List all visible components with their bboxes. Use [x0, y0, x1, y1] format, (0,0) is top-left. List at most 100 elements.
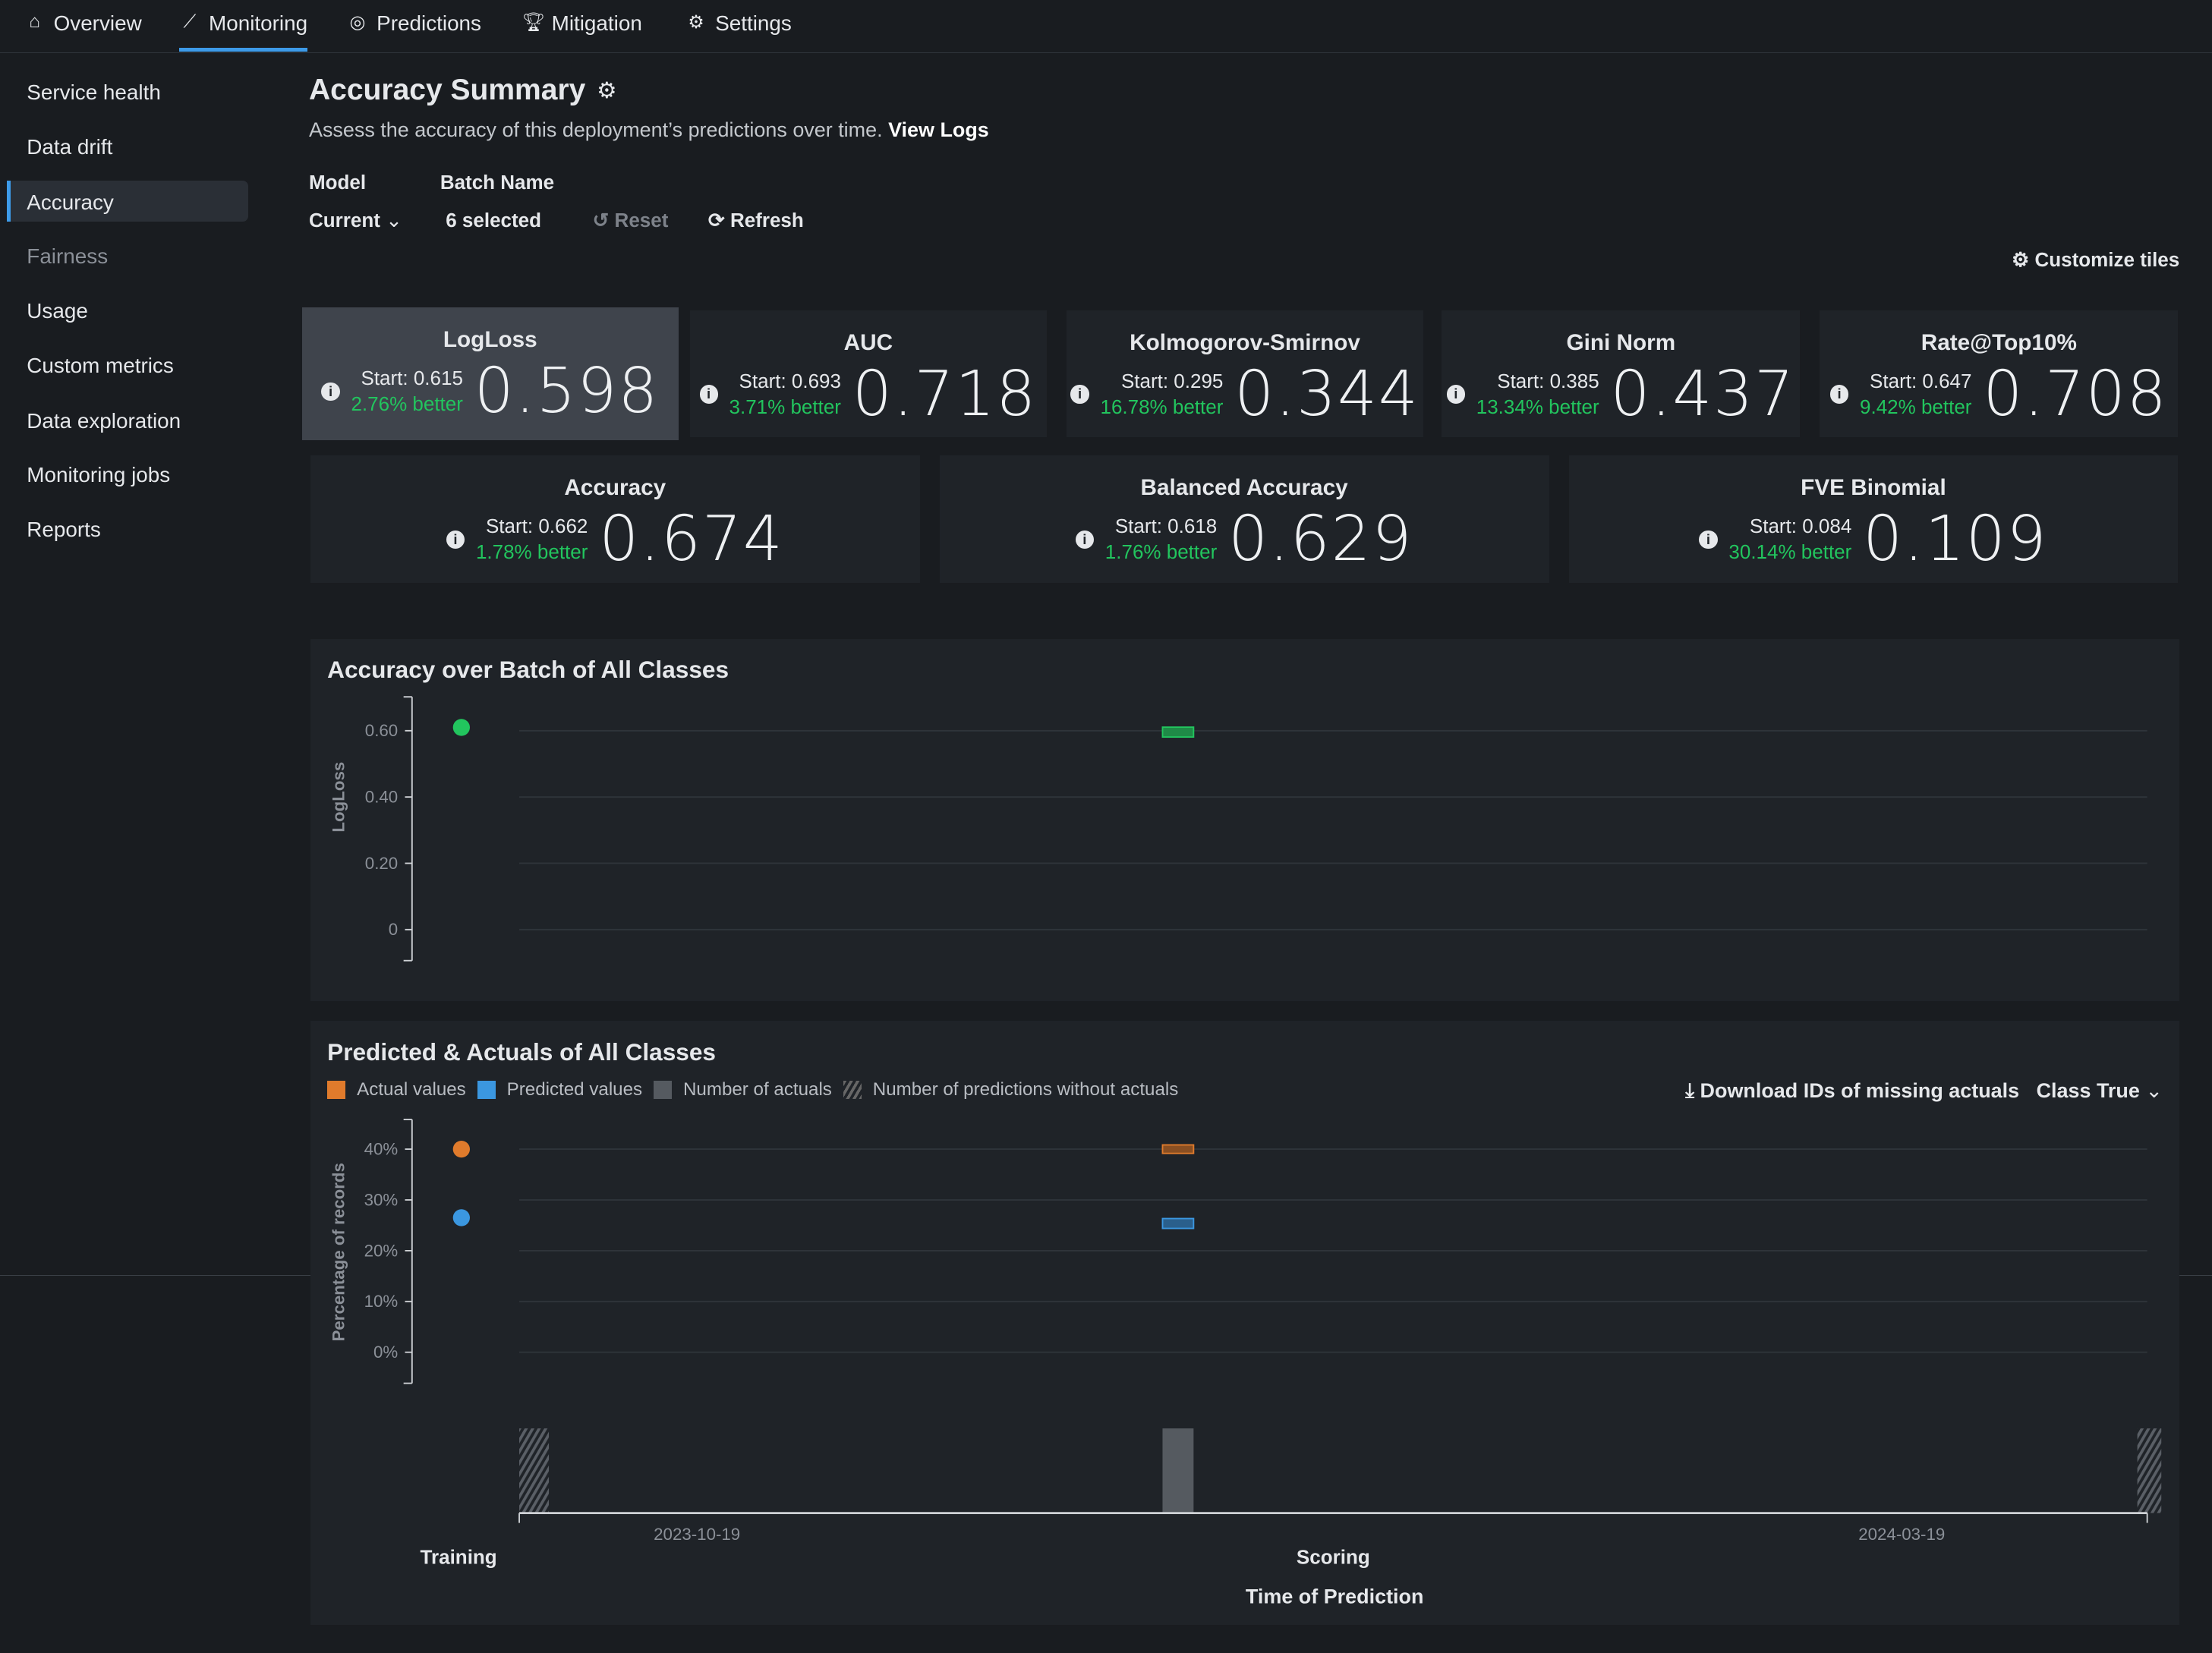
- y-tick-label: 40%: [364, 1140, 398, 1159]
- y-tick-label: 0.20: [365, 854, 398, 873]
- model-dropdown[interactable]: Current ⌄: [308, 209, 402, 232]
- tile-change: 2.76% better: [351, 392, 463, 415]
- tile-title: Gini Norm: [1566, 329, 1676, 355]
- tab-overview[interactable]: ⌂ Overview: [24, 11, 141, 52]
- tab-predictions[interactable]: ◎ Predictions: [347, 11, 481, 52]
- metric-tile[interactable]: Gini Norm i Start: 0.385 13.34% better 0.…: [1442, 310, 1801, 438]
- metric-tile[interactable]: FVE Binomial i Start: 0.084 30.14% better…: [1568, 455, 2179, 583]
- y-tick-label: 20%: [364, 1242, 398, 1261]
- chart-controls: ⤓ Download IDs of missing actuals Class …: [1685, 1079, 2163, 1104]
- group-label-training: Training: [420, 1546, 496, 1569]
- legend-swatch-actuals-count: [653, 1080, 673, 1099]
- y-tick-label: 10%: [364, 1292, 398, 1311]
- info-icon[interactable]: i: [1830, 385, 1849, 404]
- info-icon[interactable]: i: [446, 530, 465, 549]
- info-icon[interactable]: i: [1075, 530, 1094, 549]
- missing-actuals-bar: [518, 1428, 549, 1514]
- tile-change: 9.42% better: [1860, 395, 1972, 418]
- tile-change: 3.71% better: [729, 395, 841, 418]
- tab-mitigation[interactable]: 🏆︎ Mitigation: [521, 11, 642, 35]
- info-icon[interactable]: i: [699, 385, 718, 404]
- info-icon[interactable]: i: [1699, 530, 1718, 549]
- refresh-button[interactable]: ⟳ Refresh: [707, 209, 804, 232]
- tile-title: Rate@Top10%: [1921, 329, 2077, 355]
- y-tick-label: 0%: [373, 1343, 398, 1362]
- tile-value: 0.109: [1863, 503, 2048, 576]
- predicted-training-point: [452, 1209, 470, 1227]
- sidebar-item-data-drift[interactable]: Data drift: [27, 135, 113, 159]
- tile-title: AUC: [843, 329, 893, 355]
- metric-tile[interactable]: LogLoss i Start: 0.615 2.76% better 0.598: [301, 307, 679, 440]
- tab-settings[interactable]: ⚙ Settings: [685, 11, 792, 52]
- download-icon: ⤓: [1685, 1078, 1695, 1102]
- tile-start: Start: 0.693: [739, 370, 841, 393]
- sidebar-selected-highlight: [7, 180, 249, 222]
- tile-value: 0.674: [599, 503, 784, 576]
- sidebar-item-data-exploration[interactable]: Data exploration: [27, 408, 181, 433]
- metric-tile[interactable]: Rate@Top10% i Start: 0.647 9.42% better 0…: [1820, 310, 2179, 438]
- tile-change: 1.78% better: [475, 540, 588, 563]
- metric-tile[interactable]: AUC i Start: 0.693 3.71% better 0.718: [689, 310, 1047, 438]
- refresh-icon: ⟳: [707, 209, 725, 232]
- batch-name-label: Batch Name: [440, 170, 555, 194]
- info-icon[interactable]: i: [321, 382, 340, 401]
- trophy-icon: 🏆︎: [521, 11, 546, 33]
- home-icon: ⌂: [29, 11, 40, 32]
- tile-title: Balanced Accuracy: [1140, 475, 1348, 501]
- tile-start: Start: 0.618: [1114, 515, 1218, 538]
- page-subtitle: Assess the accuracy of this deployment’s…: [308, 118, 989, 142]
- chart-legend: Actual values Predicted values Number of…: [327, 1079, 1178, 1100]
- tile-start: Start: 0.084: [1749, 515, 1852, 538]
- sidebar-item-monitoring-jobs[interactable]: Monitoring jobs: [27, 462, 171, 486]
- tile-title: Kolmogorov-Smirnov: [1130, 329, 1360, 355]
- tile-start: Start: 0.295: [1120, 370, 1224, 393]
- tile-value: 0.344: [1234, 358, 1420, 431]
- sidebar-item-reports[interactable]: Reports: [27, 518, 101, 542]
- sidebar-item-fairness[interactable]: Fairness: [27, 244, 109, 268]
- predictions-icon: ◎: [349, 11, 366, 33]
- gear-icon: ⚙: [688, 11, 704, 33]
- tile-title: Accuracy: [564, 475, 666, 501]
- info-icon[interactable]: i: [1070, 385, 1089, 404]
- tile-start: Start: 0.385: [1497, 370, 1599, 393]
- tile-change: 1.76% better: [1104, 540, 1218, 563]
- predicted-actuals-chart: 0% 10% 20% 30% 40% Percentage of records 2023-…: [329, 1119, 2162, 1608]
- chevron-down-icon: ⌄: [386, 209, 402, 232]
- customize-tiles-button[interactable]: ⚙ Customize tiles: [2011, 248, 2180, 272]
- download-missing-actuals-button[interactable]: ⤓ Download IDs of missing actuals: [1685, 1078, 2020, 1102]
- divider: [0, 1274, 310, 1276]
- tile-value: 0.708: [1983, 358, 2168, 431]
- undo-icon: ↺: [592, 209, 610, 232]
- top-nav: ⌂ Overview ⟋ Monitoring ◎ Predictions 🏆︎ Mit…: [0, 0, 2212, 53]
- sidebar-item-service-health[interactable]: Service health: [27, 80, 161, 104]
- sidebar-item-accuracy[interactable]: Accuracy: [27, 190, 114, 214]
- training-point: [452, 719, 470, 736]
- chart-title: Predicted & Actuals of All Classes: [327, 1037, 716, 1066]
- tile-start: Start: 0.662: [485, 515, 588, 538]
- page-title: Accuracy Summary: [308, 73, 586, 106]
- metric-tile[interactable]: Kolmogorov-Smirnov i Start: 0.295 16.78% …: [1066, 310, 1424, 438]
- reset-button[interactable]: ↺ Reset: [592, 209, 669, 232]
- view-logs-link[interactable]: View Logs: [888, 118, 989, 142]
- info-icon[interactable]: i: [1446, 385, 1465, 404]
- predicted-scoring-point: [1161, 1218, 1195, 1230]
- sidebar-item-custom-metrics[interactable]: Custom metrics: [27, 354, 174, 378]
- y-tick-label: 30%: [364, 1191, 398, 1210]
- tile-change: 13.34% better: [1476, 395, 1599, 418]
- settings-gear-icon[interactable]: ⚙: [597, 78, 617, 104]
- tab-monitoring[interactable]: ⟋ Monitoring: [179, 11, 308, 52]
- metric-tile[interactable]: Accuracy i Start: 0.662 1.78% better 0.67…: [310, 455, 920, 583]
- chart-line-icon: ⟋: [183, 11, 197, 32]
- divider: [2179, 1274, 2212, 1276]
- actuals-count-bar: [1162, 1428, 1194, 1514]
- batch-name-select[interactable]: 6 selected: [446, 209, 541, 232]
- class-dropdown[interactable]: Class True ⌄: [2036, 1078, 2163, 1102]
- metric-tile[interactable]: Balanced Accuracy i Start: 0.618 1.76% be…: [939, 455, 1549, 583]
- tile-start: Start: 0.615: [361, 367, 463, 390]
- y-axis-label: Percentage of records: [329, 1163, 348, 1342]
- tile-value: 0.437: [1610, 358, 1795, 431]
- sidebar-item-usage[interactable]: Usage: [27, 298, 88, 323]
- chevron-down-icon: ⌄: [2145, 1078, 2163, 1102]
- tile-change: 16.78% better: [1100, 395, 1224, 418]
